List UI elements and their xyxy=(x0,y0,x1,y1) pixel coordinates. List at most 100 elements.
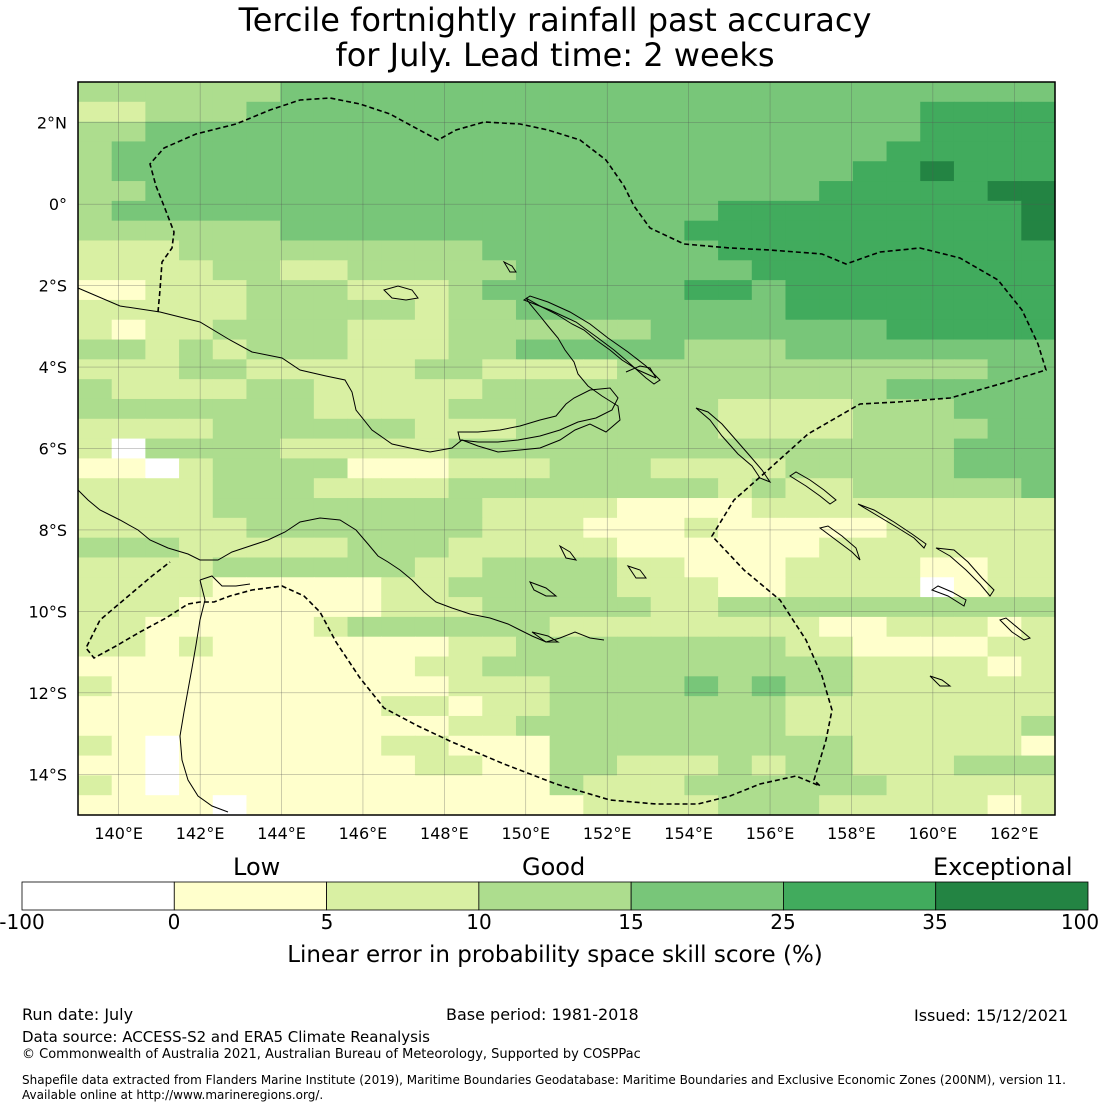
skill-cell xyxy=(212,458,248,479)
skill-cell xyxy=(617,676,652,697)
skill-cell xyxy=(212,597,248,618)
skill-cell xyxy=(886,418,921,440)
skill-cell xyxy=(751,656,787,677)
skill-cell xyxy=(212,656,248,677)
longitude-tick-label: 142°E xyxy=(176,824,225,843)
skill-cell xyxy=(145,696,180,717)
skill-cell xyxy=(1021,696,1056,717)
skill-cell xyxy=(313,478,349,499)
skill-cell xyxy=(819,438,854,459)
skill-cell xyxy=(381,517,416,539)
skill-cell xyxy=(751,597,787,618)
skill-cell xyxy=(347,438,382,459)
skill-cell xyxy=(313,438,349,459)
skill-cell xyxy=(145,775,180,796)
skill-cell xyxy=(246,537,281,559)
skill-cell xyxy=(280,220,315,242)
skill-cell xyxy=(280,379,315,400)
skill-cell xyxy=(347,656,382,677)
skill-cell xyxy=(448,616,483,638)
skill-cell xyxy=(852,735,888,757)
copyright: © Commonwealth of Australia 2021, Austra… xyxy=(22,1047,641,1062)
skill-cell xyxy=(145,715,180,737)
colorbar-tick-label: 100 xyxy=(1060,910,1100,934)
skill-cell xyxy=(347,755,382,776)
skill-cell xyxy=(515,478,551,499)
skill-cell xyxy=(1021,616,1056,638)
skill-cell xyxy=(111,696,146,717)
skill-cell xyxy=(751,577,787,598)
skill-cell xyxy=(347,319,382,341)
skill-cell xyxy=(953,220,989,242)
skill-cell xyxy=(280,775,315,796)
skill-cell xyxy=(819,200,854,222)
skill-cell xyxy=(179,775,214,796)
longitude-tick-label: 160°E xyxy=(909,824,958,843)
skill-cell xyxy=(617,517,652,539)
latitude-tick-label: 6°S xyxy=(39,440,67,459)
skill-cell xyxy=(953,379,989,400)
skill-cell xyxy=(246,359,281,380)
skill-cell xyxy=(448,141,483,162)
skill-cell xyxy=(1021,676,1056,697)
skill-cell xyxy=(684,379,719,400)
skill-cell xyxy=(381,735,416,757)
skill-cell xyxy=(987,755,1022,776)
skill-cell xyxy=(583,597,618,618)
skill-cell xyxy=(515,616,551,638)
skill-cell xyxy=(819,775,854,796)
skill-cell xyxy=(212,319,248,341)
skill-cell xyxy=(583,478,618,499)
skill-cell xyxy=(617,200,652,222)
skill-cell xyxy=(852,537,888,559)
skill-cell xyxy=(549,795,584,816)
skill-cell xyxy=(145,280,180,301)
skill-cell xyxy=(414,557,450,578)
skill-cell xyxy=(650,181,686,202)
skill-cell xyxy=(482,359,517,380)
skill-cell xyxy=(920,181,955,202)
skill-cell xyxy=(280,795,315,816)
skill-cell xyxy=(515,82,551,103)
skill-cell xyxy=(212,438,248,459)
skill-cell xyxy=(179,240,214,261)
skill-cell xyxy=(78,715,113,737)
skill-cell xyxy=(482,517,517,539)
skill-cell xyxy=(617,775,652,796)
skill-cell xyxy=(515,141,551,162)
skill-cell xyxy=(111,240,146,261)
skill-cell xyxy=(920,636,955,658)
skill-cell xyxy=(448,696,483,717)
skill-cell xyxy=(650,240,686,261)
skill-cell xyxy=(819,418,854,440)
skill-cell xyxy=(246,478,281,499)
skill-cell xyxy=(549,379,584,400)
skill-cell xyxy=(650,636,686,658)
skill-cell xyxy=(212,339,248,360)
skill-cell xyxy=(347,636,382,658)
skill-cell xyxy=(111,141,146,162)
skill-cell xyxy=(819,458,854,479)
skill-cell xyxy=(381,478,416,499)
skill-cell xyxy=(145,517,180,539)
skill-cell xyxy=(1021,220,1056,242)
skill-cell xyxy=(684,656,719,677)
skill-cell xyxy=(381,299,416,321)
skill-cell xyxy=(751,82,787,103)
skill-cell xyxy=(549,577,584,598)
skill-cell xyxy=(549,696,584,717)
skill-cell xyxy=(111,82,146,103)
base-period: Base period: 1981-2018 xyxy=(446,1005,639,1024)
skill-cell xyxy=(179,478,214,499)
skill-cell xyxy=(819,676,854,697)
skill-cell xyxy=(381,141,416,162)
skill-cell xyxy=(785,280,820,301)
skill-cell xyxy=(448,260,483,281)
skill-cell xyxy=(414,240,450,261)
skill-cell xyxy=(684,775,719,796)
skill-cell xyxy=(313,577,349,598)
skill-cell xyxy=(852,121,888,143)
skill-cell xyxy=(886,398,921,420)
skill-cell xyxy=(145,82,180,103)
skill-cell xyxy=(414,676,450,697)
